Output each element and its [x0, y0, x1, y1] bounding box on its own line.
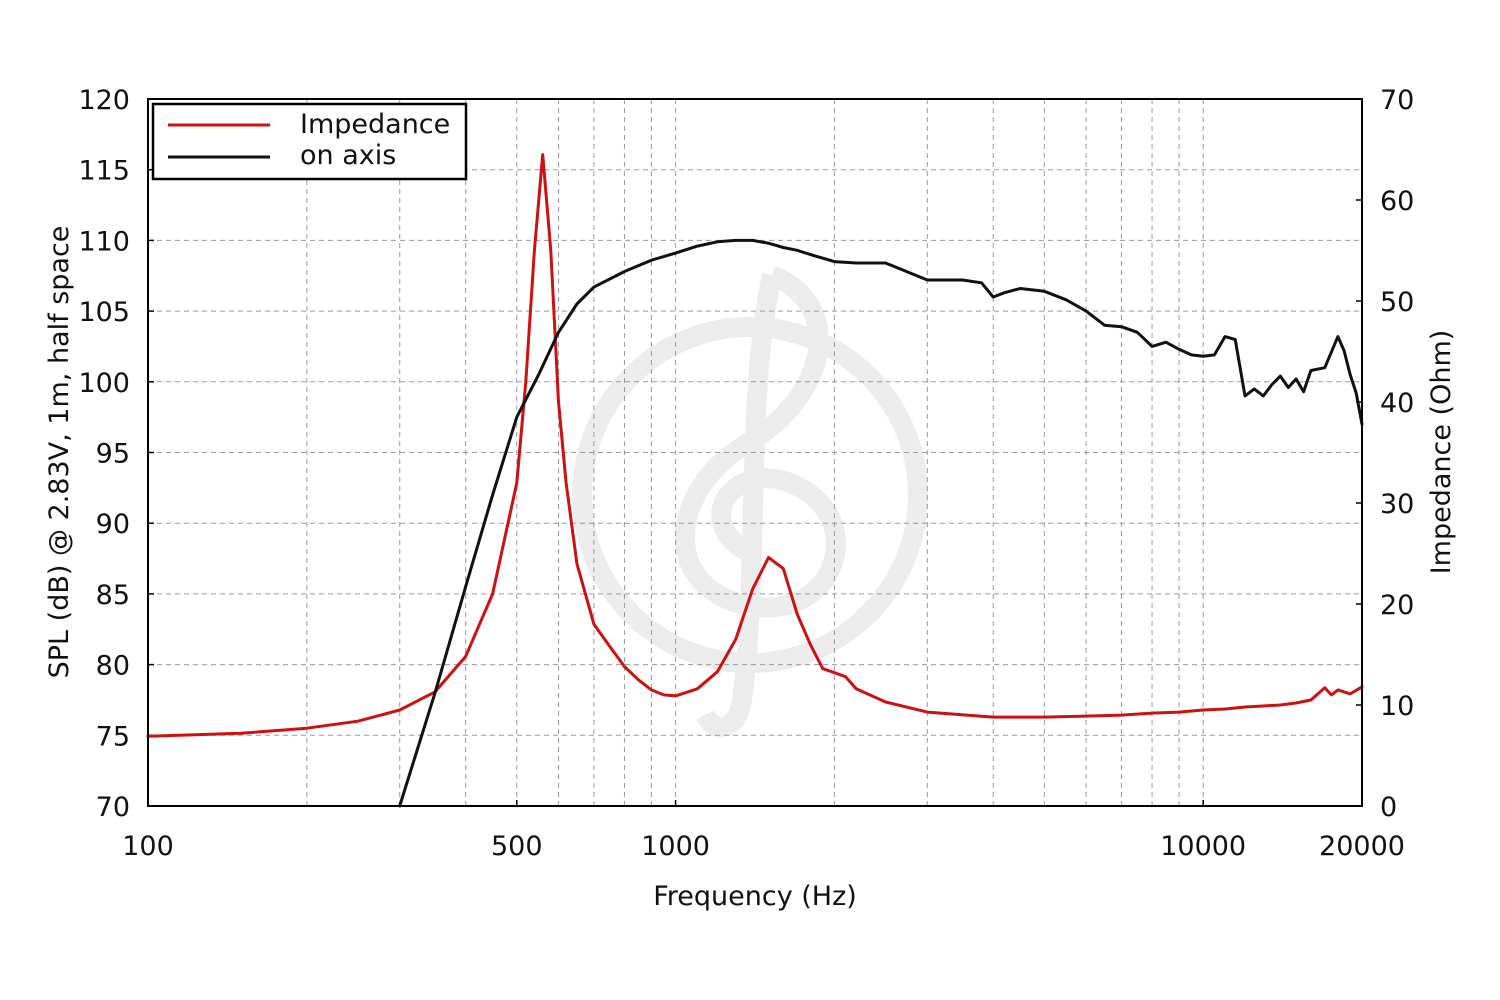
left-tick-label: 115 — [78, 156, 130, 187]
right-axis-title: Impedance (Ohm) — [1426, 330, 1457, 575]
left-tick-label: 120 — [78, 85, 130, 116]
legend-label-impedance: Impedance — [300, 109, 450, 140]
right-tick-label: 40 — [1380, 388, 1414, 419]
left-tick-label: 110 — [78, 226, 130, 257]
left-axis-title: SPL (dB) @ 2.83V, 1m, half space — [44, 226, 75, 679]
left-tick-label: 80 — [96, 651, 130, 682]
series — [146, 153, 1364, 808]
legend: Impedance on axis — [151, 102, 468, 181]
watermark-clef-logo — [572, 265, 928, 737]
x-tick-label: 20000 — [1319, 831, 1405, 862]
right-axis-ticks: 0 10 20 30 40 50 60 70 — [1356, 85, 1414, 823]
legend-box — [151, 102, 468, 181]
series-line-on-axis — [398, 238, 1364, 808]
x-tick-label: 500 — [491, 831, 543, 862]
x-tick-label: 10000 — [1160, 831, 1246, 862]
left-tick-label: 85 — [96, 580, 130, 611]
right-tick-label: 20 — [1380, 590, 1414, 621]
plot-frame — [147, 98, 1363, 807]
right-tick-label: 0 — [1380, 792, 1397, 823]
x-tick-label: 100 — [122, 831, 174, 862]
left-tick-label: 95 — [96, 439, 130, 470]
right-tick-label: 50 — [1380, 287, 1414, 318]
left-tick-label: 90 — [96, 509, 130, 540]
left-tick-label: 70 — [96, 792, 130, 823]
left-tick-label: 75 — [96, 721, 130, 752]
series-line-impedance — [146, 153, 1364, 738]
right-tick-label: 70 — [1380, 85, 1414, 116]
grid — [148, 99, 1362, 806]
left-tick-label: 100 — [78, 368, 130, 399]
left-axis-ticks: 70 75 80 85 90 95 100 105 110 115 120 — [78, 85, 154, 823]
right-tick-label: 30 — [1380, 489, 1414, 520]
x-axis-ticks: 100 500 1000 10000 20000 — [122, 800, 1405, 862]
legend-label-on-axis: on axis — [300, 140, 396, 171]
x-tick-label: 1000 — [641, 831, 710, 862]
right-tick-label: 60 — [1380, 186, 1414, 217]
right-tick-label: 10 — [1380, 691, 1414, 722]
left-tick-label: 105 — [78, 297, 130, 328]
x-axis-title: Frequency (Hz) — [653, 881, 857, 912]
